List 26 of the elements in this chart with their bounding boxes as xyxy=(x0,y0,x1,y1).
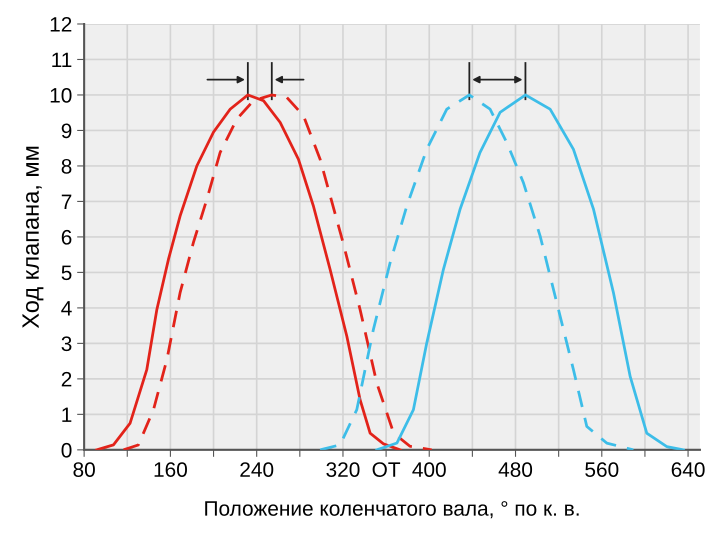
x-tick-label: OT xyxy=(372,462,400,477)
y-axis-title: Ход клапана, мм xyxy=(22,146,44,328)
y-tick-label: 2 xyxy=(62,372,72,386)
y-tick-label: 9 xyxy=(62,123,72,138)
x-tick-label: 160 xyxy=(154,462,187,477)
y-tick-label: 8 xyxy=(62,158,72,174)
y-tick-label: 1 xyxy=(62,408,72,422)
y-tick-label: 12 xyxy=(50,16,72,32)
x-tick-label: 80 xyxy=(73,462,95,477)
x-tick-label: 240 xyxy=(240,462,274,477)
y-tick-label: 11 xyxy=(52,52,72,68)
line-series xyxy=(318,94,635,450)
y-tick-label: 0 xyxy=(62,442,72,458)
y-tick-label: 5 xyxy=(62,266,72,280)
x-tick-label: 640 xyxy=(672,462,705,477)
y-tick-label: 6 xyxy=(62,230,72,245)
y-tick-label: 10 xyxy=(50,88,72,103)
x-tick-label: 320 xyxy=(326,462,360,477)
y-tick-label: 7 xyxy=(62,194,72,209)
x-axis-title: Положение коленчатого вала, ° по к. в. xyxy=(205,501,579,518)
x-tick-label: 400 xyxy=(412,462,446,477)
y-tick-label: 4 xyxy=(61,301,72,316)
y-tick-label: 3 xyxy=(62,336,72,352)
x-tick-label: 560 xyxy=(585,462,618,477)
line-series xyxy=(375,94,685,450)
x-tick-label: 480 xyxy=(498,462,532,477)
